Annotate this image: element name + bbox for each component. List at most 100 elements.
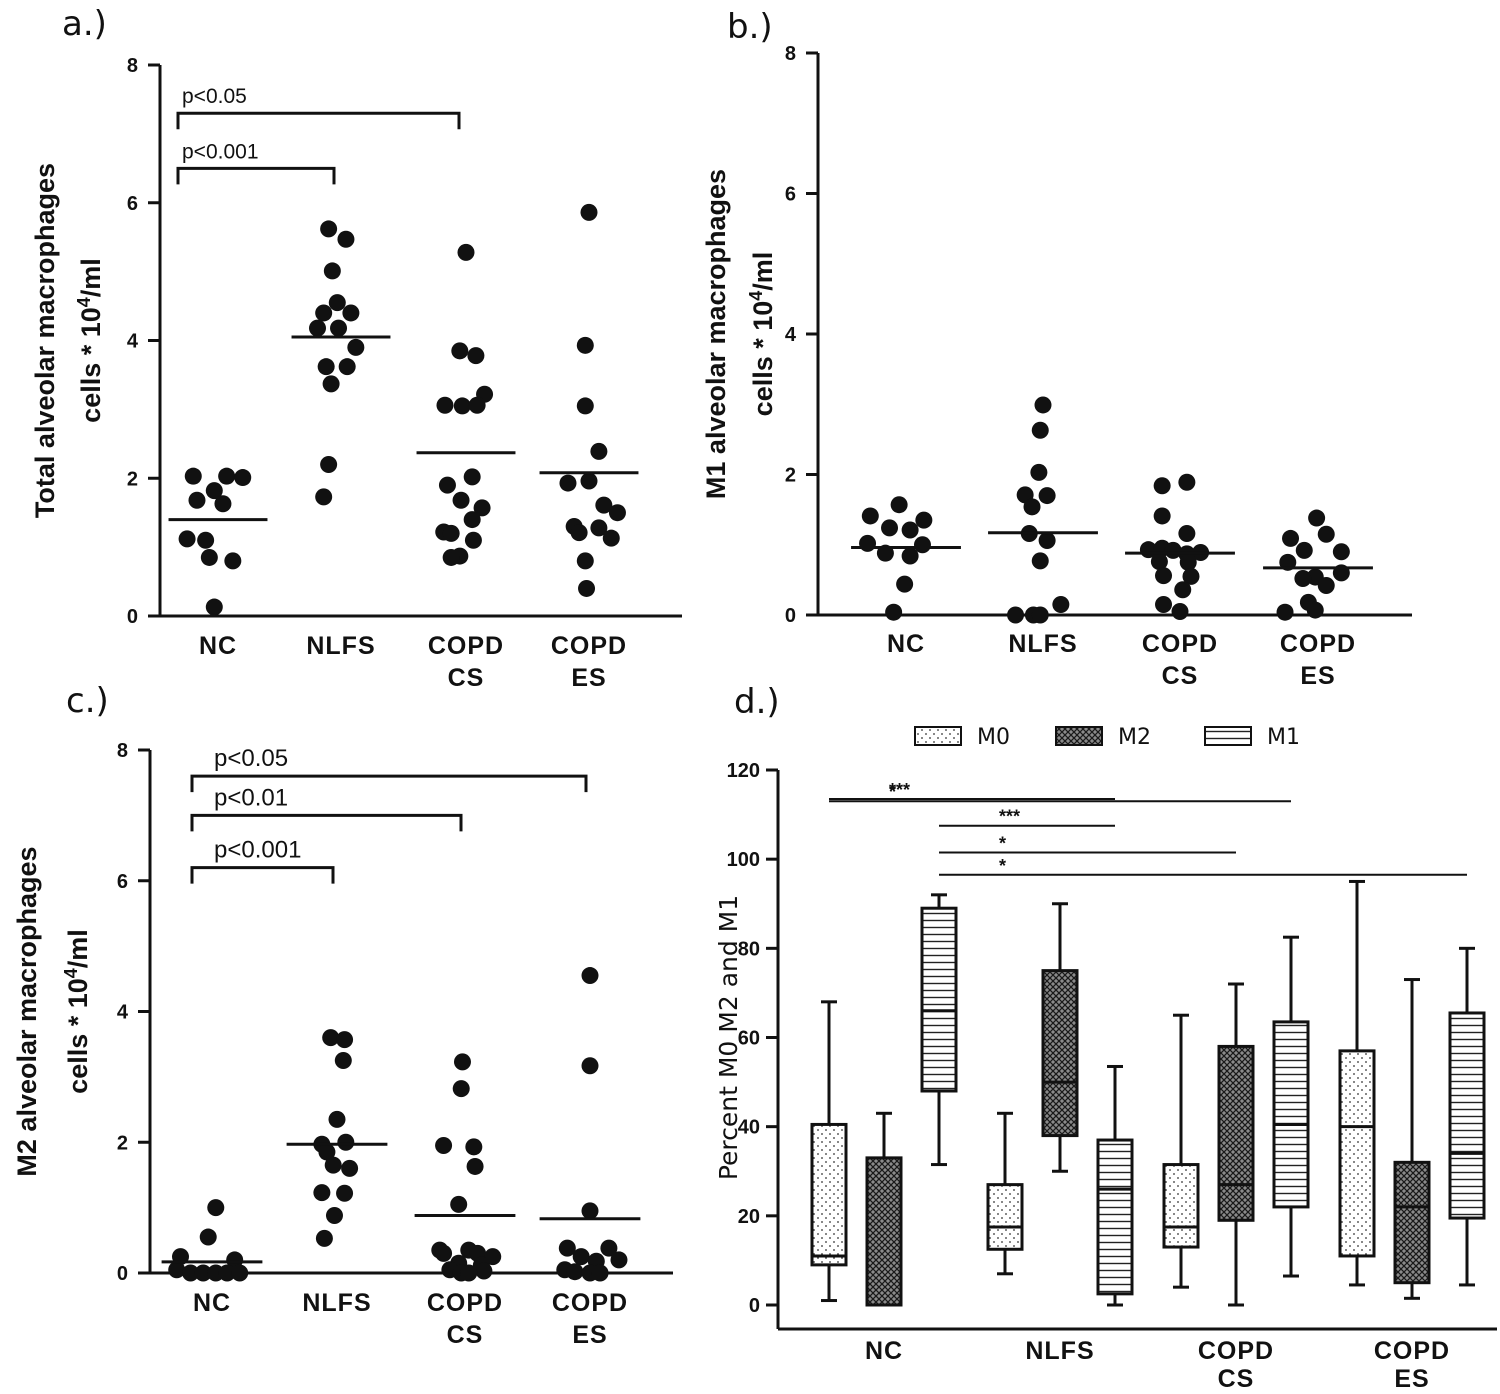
box-m1 (1096, 1138, 1134, 1296)
data-point (915, 511, 933, 529)
x-category-label: NC (865, 1337, 903, 1365)
legend-label: M2 (1118, 725, 1151, 750)
data-point (559, 474, 577, 492)
data-point (334, 1052, 352, 1070)
data-point (1294, 569, 1312, 587)
data-point (881, 519, 899, 537)
data-point (460, 1264, 478, 1282)
panel-label: b.) (727, 7, 773, 47)
p-value-label: p<0.05 (182, 85, 247, 108)
data-point (859, 534, 877, 552)
data-point (315, 1229, 333, 1247)
legend-label: M1 (1267, 725, 1300, 750)
x-category-label: NLFS (302, 1289, 371, 1317)
data-point (576, 552, 594, 570)
data-point (342, 304, 360, 322)
legend-swatch-m2 (1055, 726, 1103, 746)
data-point (309, 319, 327, 337)
y-tick-label: 6 (117, 871, 128, 893)
data-point (315, 304, 333, 322)
p-value-label: p<0.01 (214, 784, 288, 811)
data-point (453, 397, 471, 415)
data-point (591, 1264, 609, 1282)
data-point (610, 1251, 628, 1269)
panel-a: a.) 0 2 4 6 8 NC NLFS COPD CS COPD ES Total alveolar… (30, 4, 682, 692)
y-tick-label: 60 (738, 1028, 760, 1050)
data-point (581, 967, 599, 985)
data-point (576, 397, 594, 415)
y-axis-title: M2 alveolar macrophages (12, 846, 42, 1176)
data-point (450, 1195, 468, 1213)
data-point (580, 203, 598, 221)
data-point (435, 1244, 453, 1262)
data-point (566, 1263, 584, 1281)
box-m0 (1338, 1049, 1376, 1258)
data-point (467, 347, 485, 365)
y-tick-label: 0 (749, 1295, 760, 1317)
y-tick-label: 8 (785, 43, 796, 65)
x-category-label: NC (887, 630, 925, 658)
significance-stars: * (889, 782, 896, 802)
data-point (1150, 553, 1168, 571)
data-point (324, 1156, 342, 1174)
data-point (901, 547, 919, 565)
data-point (572, 1248, 590, 1266)
data-point (347, 338, 365, 356)
x-category-label: ES (572, 1321, 607, 1349)
significance-stars: * (999, 856, 1006, 876)
data-point (581, 1057, 599, 1075)
data-point (468, 396, 486, 414)
data-point (1171, 602, 1189, 620)
data-point (1178, 473, 1196, 491)
data-point (207, 1199, 225, 1217)
y-tick-label: 4 (785, 324, 797, 346)
x-category-label: CS (1162, 662, 1199, 690)
data-point (320, 220, 338, 238)
x-category-label: COPD (1142, 630, 1218, 658)
y-axis-unit: cells * 104/ml (74, 258, 106, 423)
y-tick-label: 2 (785, 465, 796, 487)
data-point (336, 1184, 354, 1202)
box-m0 (1162, 1163, 1200, 1249)
data-point (451, 342, 469, 360)
data-point (337, 1133, 355, 1151)
y-tick-label: 20 (738, 1206, 760, 1228)
panel-label: d.) (734, 682, 780, 722)
data-point (1052, 595, 1070, 613)
y-tick-label: 4 (117, 1002, 129, 1024)
data-point (234, 469, 252, 487)
data-point (442, 548, 460, 566)
data-point (323, 262, 341, 280)
data-point (1153, 507, 1171, 525)
box-m1 (1448, 1011, 1486, 1220)
data-point (475, 1262, 493, 1280)
data-point (320, 455, 338, 473)
data-point (325, 1206, 343, 1224)
data-point (338, 358, 356, 376)
significance-bracket (190, 774, 588, 793)
data-point (890, 496, 908, 514)
data-point (464, 531, 482, 549)
data-point (1031, 421, 1049, 439)
data-point (328, 294, 346, 312)
data-point (1276, 603, 1294, 621)
data-point (885, 603, 903, 621)
data-point (578, 579, 596, 597)
data-point (861, 507, 879, 525)
data-point (452, 491, 470, 509)
y-tick-label: 6 (785, 184, 796, 206)
data-point (1031, 552, 1049, 570)
box-m1 (1272, 1020, 1310, 1209)
data-point (457, 243, 475, 261)
data-point (580, 472, 598, 490)
y-tick-label: 4 (127, 331, 139, 353)
y-tick-label: 40 (738, 1117, 760, 1139)
data-point (558, 1239, 576, 1257)
data-point (452, 1080, 470, 1098)
data-point (1182, 567, 1200, 585)
data-point (590, 519, 608, 537)
data-point (218, 1264, 236, 1282)
data-point (465, 1138, 483, 1156)
y-axis-unit: cells * 104/ml (61, 929, 93, 1094)
y-tick-label: 0 (127, 606, 138, 628)
